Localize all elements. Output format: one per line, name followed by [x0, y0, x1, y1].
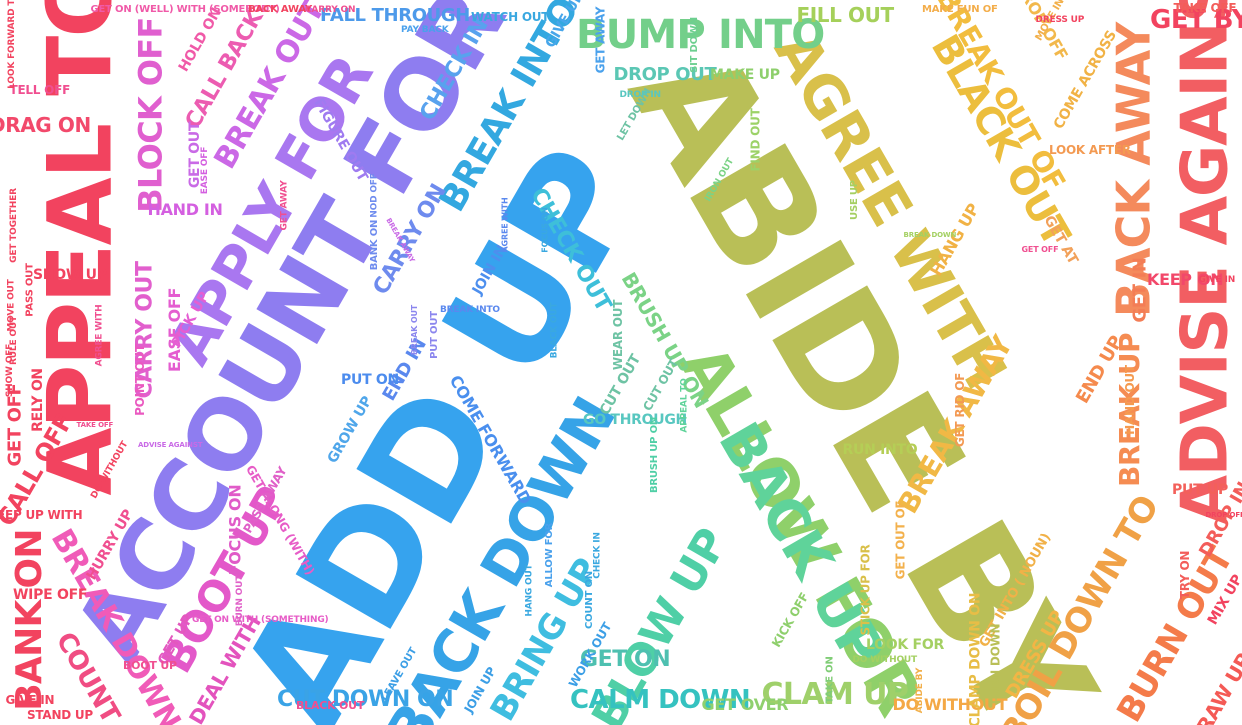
cloud-word: WATCH OUT: [471, 10, 550, 24]
cloud-word: BANK ON: [8, 529, 50, 711]
cloud-word: STICK UP FOR: [858, 544, 873, 636]
cloud-word: PAY BACK: [401, 24, 449, 35]
cloud-word: HAND IN: [147, 200, 223, 219]
cloud-word: FOCUS ON: [540, 207, 550, 253]
cloud-word: MOVE OUT: [6, 278, 17, 332]
cloud-word: GET BY: [1150, 5, 1242, 35]
cloud-word: TRY ON: [1178, 550, 1193, 600]
cloud-word: GET AWAY: [592, 6, 607, 74]
cloud-word: BREAK DOWN: [903, 230, 957, 239]
cloud-word: GIVE IN: [5, 693, 55, 707]
cloud-word: GET ON WITH (SOMETHING): [192, 614, 329, 625]
cloud-word: DROP IN: [619, 89, 662, 100]
cloud-word: GO THROUGH: [583, 412, 687, 428]
cloud-word: LOOK FOR: [866, 637, 944, 653]
cloud-word: HAND OUT: [1122, 365, 1137, 435]
cloud-word: KEEP UP WITH: [0, 508, 83, 522]
cloud-word: WEAR OUT: [611, 299, 626, 371]
cloud-word: AGREE WITH: [94, 304, 105, 366]
cloud-word: BREAK OUT: [410, 304, 420, 356]
cloud-word: CALM DOWN: [570, 685, 751, 715]
cloud-word: ABIDE BY: [914, 667, 925, 713]
cloud-word: MAKE FUN OF: [922, 4, 998, 15]
cloud-word: GET TOGETHER: [8, 187, 19, 263]
cloud-word: COUNT ON: [583, 571, 595, 629]
cloud-word: HANG OUT: [524, 563, 535, 617]
cloud-word: TAKE OFF: [1173, 1, 1237, 15]
cloud-word: BLACK OUT: [296, 698, 365, 712]
cloud-word: RUN INTO: [842, 442, 918, 458]
cloud-word: GET IN: [1129, 257, 1151, 323]
cloud-word: APPEAL TO: [679, 377, 690, 433]
cloud-word: LOOK FORWARD TO: [6, 0, 17, 89]
cloud-word: GET OVER: [701, 695, 789, 714]
cloud-word: POINT OUT: [132, 344, 147, 416]
cloud-word: GET OUT OF: [892, 500, 907, 580]
cloud-word: AGREE WITH: [500, 197, 509, 253]
cloud-word: BRUSH UP ON: [649, 416, 661, 494]
cloud-word: CLAM UP: [761, 677, 909, 712]
cloud-word: GET RID OF: [953, 372, 968, 448]
cloud-word: GET OFF: [1021, 245, 1059, 254]
cloud-word: BLOCK OFF: [131, 17, 170, 213]
cloud-word: DO WITHOUT: [892, 695, 1008, 714]
cloud-word: SIT DOWN: [688, 17, 700, 73]
cloud-word: DO WITHOUT: [852, 654, 918, 665]
cloud-word: GET ON: [580, 647, 671, 672]
cloud-word: FALL THROUGH: [320, 5, 471, 26]
cloud-word: KICK OFF: [768, 590, 812, 650]
cloud-word: BACK AWAY: [248, 4, 313, 15]
cloud-word: EASE OFF: [199, 146, 210, 194]
cloud-word: SHOW UP: [33, 267, 107, 283]
cloud-word: PUT ON: [341, 372, 399, 388]
cloud-word: GET ON (WELL) WITH (SOMEBODY): [90, 4, 280, 15]
cloud-word: FOCUS ON: [224, 484, 244, 576]
cloud-word: FIND OUT: [748, 108, 763, 172]
cloud-word: KEEP ON: [1147, 270, 1224, 289]
cloud-word: TURN DOWN: [987, 623, 1002, 707]
cloud-word: DRAW UP: [1183, 649, 1242, 725]
cloud-word: GET AWAY: [279, 179, 290, 231]
cloud-word: PUT UP: [1172, 482, 1229, 498]
cloud-word: ALLOW FOR: [544, 522, 556, 588]
cloud-word: BLACK OUT: [549, 302, 560, 358]
cloud-word: BUMP INTO: [576, 12, 825, 58]
cloud-word: USE UP: [848, 180, 860, 220]
cloud-word: FILL OUT: [796, 3, 895, 27]
cloud-word: TAKE ON: [824, 656, 836, 704]
cloud-word: GIVE IN: [1198, 274, 1236, 285]
cloud-word: CARRY ON: [305, 4, 356, 15]
cloud-word: NOD OFF: [369, 172, 380, 218]
cloud-word: BURN OUT: [234, 574, 245, 626]
cloud-word: TELL OFF: [9, 83, 71, 97]
cloud-word: STAND UP: [27, 708, 93, 722]
cloud-word: RELY ON: [29, 368, 46, 432]
cloud-word: BREAK INTO: [440, 304, 500, 315]
cloud-word: TAKE OFF: [76, 420, 114, 429]
cloud-word: DRESS UP: [1035, 14, 1085, 25]
cloud-word: LOOK AFTER: [1049, 143, 1131, 157]
cloud-word: PUT OUT: [428, 311, 440, 359]
cloud-word: BOOT UP: [123, 658, 177, 672]
cloud-word: DROP OFF: [1205, 510, 1242, 519]
cloud-word: CHECK IN: [592, 531, 603, 579]
cloud-word: DROP OUT: [613, 64, 717, 85]
cloud-word: BANK ON: [369, 219, 381, 271]
cloud-word: MAKE UP: [710, 67, 780, 83]
cloud-word: ADVISE AGAINST: [1167, 0, 1242, 525]
cloud-word: ADVISE AGAINST: [138, 440, 203, 449]
cloud-word: WIPE OFF: [13, 587, 88, 603]
cloud-word: CLAMP DOWN ON: [966, 592, 983, 725]
cloud-word: CUT DOWN ON: [277, 687, 454, 712]
